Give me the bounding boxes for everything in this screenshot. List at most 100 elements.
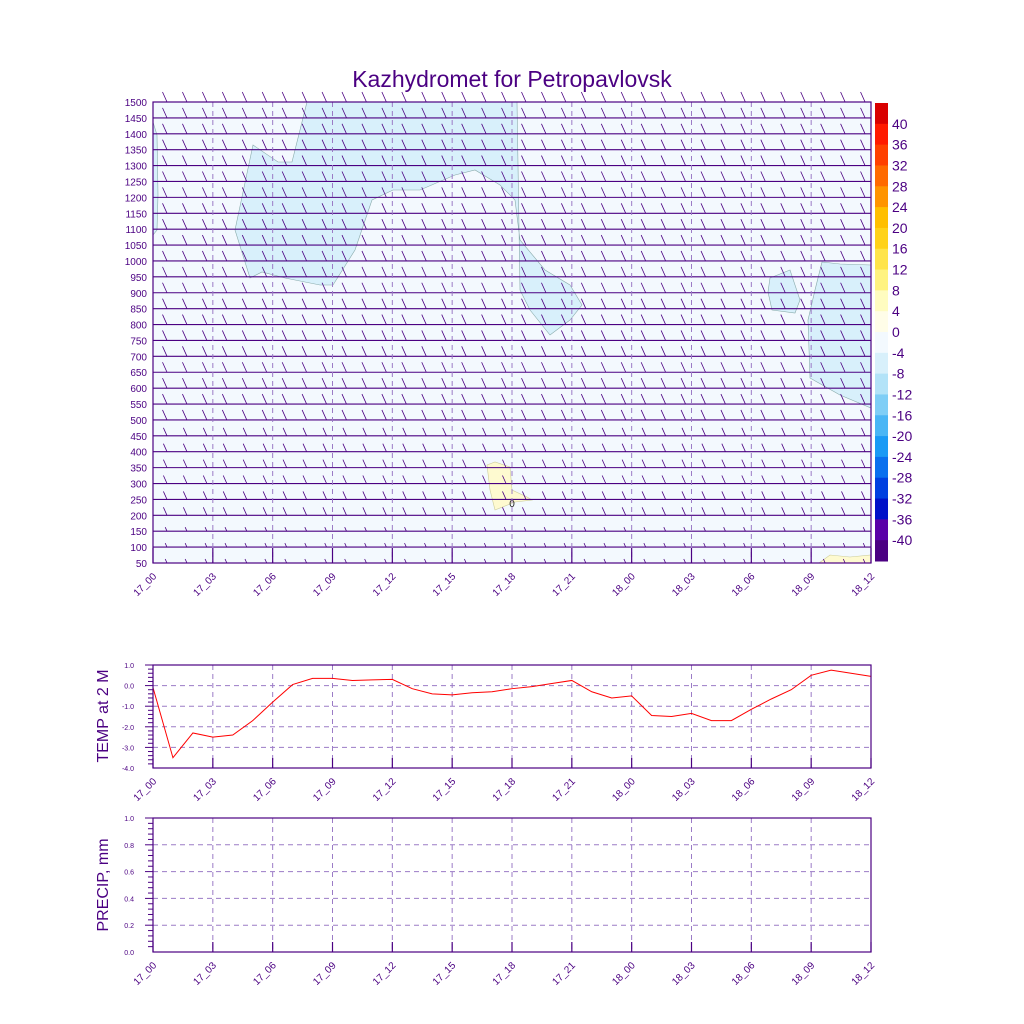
wind-barb [641,475,647,484]
colorbar-swatch [875,373,888,395]
wind-barb [640,91,647,103]
wind-barb [481,298,487,309]
wind-barb [162,234,168,246]
wind-barb [501,123,507,134]
wind-barb [202,139,208,150]
wind-barb [362,427,367,436]
wind-barb [241,330,248,341]
wind-barb [621,507,627,516]
wind-barb [202,107,208,119]
wind-barb [820,203,826,214]
wind-barb [502,507,507,516]
wind-barb [362,507,367,516]
wind-barb [780,330,786,341]
wind-barb [823,558,826,564]
wind-barb [861,491,866,500]
wind-barb [700,282,706,293]
wind-barb [301,107,307,119]
x-tick-label: 18_06 [730,571,758,599]
wind-barb [261,250,268,262]
wind-barb [620,282,627,293]
wind-barb [680,123,686,134]
wind-barb [660,203,666,214]
wind-barb [321,187,327,198]
wind-barb [481,330,487,341]
wind-barb [381,362,387,373]
wind-barb [221,91,228,103]
wind-barb [720,123,726,134]
x-tick-label: 17_15 [431,960,459,988]
wind-barb [482,475,487,484]
wind-barb [461,171,467,182]
wind-barb [164,527,168,532]
wind-barb [803,542,806,548]
wind-barb [341,362,347,373]
wind-barb [202,266,208,278]
wind-barb [842,542,846,548]
wind-barb [361,298,367,309]
wind-barb [841,491,846,500]
wind-barb [361,234,367,246]
wind-barb [481,219,487,230]
wind-barb [541,443,547,452]
wind-barb [580,91,587,103]
x-tick-label: 17_09 [311,960,339,988]
wind-barb [242,475,248,484]
wind-barb [441,107,447,119]
wind-barb [302,491,307,500]
wind-barb [640,234,647,246]
wind-barb [381,203,387,214]
wind-barb [501,282,507,293]
wind-barb [721,443,726,452]
wind-barb [262,459,268,468]
wind-barb [720,377,726,389]
x-tick-label: 18_03 [670,960,698,988]
wind-barb [262,475,268,484]
wind-barb [401,314,407,325]
wind-barb [541,203,547,214]
wind-barb [281,139,288,150]
wind-barb [422,443,427,452]
colorbar-label: 16 [892,241,908,257]
wind-barb [503,542,507,548]
y-tick-label: 0.2 [124,923,134,930]
wind-barb [381,171,387,182]
wind-barb [840,330,846,341]
wind-barb [281,362,288,373]
wind-barb [442,507,447,516]
wind-barb [501,330,507,341]
wind-barb [743,558,746,564]
wind-barb [342,491,347,500]
wind-barb [561,234,567,246]
wind-barb [640,187,647,198]
wind-barb [740,314,746,325]
wind-barb [800,346,806,357]
wind-barb [701,459,706,468]
wind-barb [461,346,467,357]
wind-barb [583,542,587,548]
wind-barb [701,427,706,436]
wind-barb [221,123,228,134]
wind-barb [281,330,288,341]
wind-barb [281,219,288,230]
wind-barb [600,123,607,134]
wind-barb [620,346,627,357]
x-tick-label: 17_06 [251,571,279,599]
wind-barb [820,107,826,119]
wind-barb [620,219,627,230]
wind-barb [640,314,647,325]
wind-barb [281,377,288,389]
wind-barb [464,558,467,564]
wind-barb [721,491,726,500]
wind-barb [501,314,507,325]
wind-barb [781,443,786,452]
wind-barb [182,346,188,357]
wind-barb [561,298,567,309]
wind-barb [401,266,407,278]
wind-barb [501,298,507,309]
wind-barb [720,250,726,262]
wind-barb [720,409,726,421]
wind-barb [421,409,427,421]
wind-barb [381,107,387,119]
wind-barb [600,266,607,278]
